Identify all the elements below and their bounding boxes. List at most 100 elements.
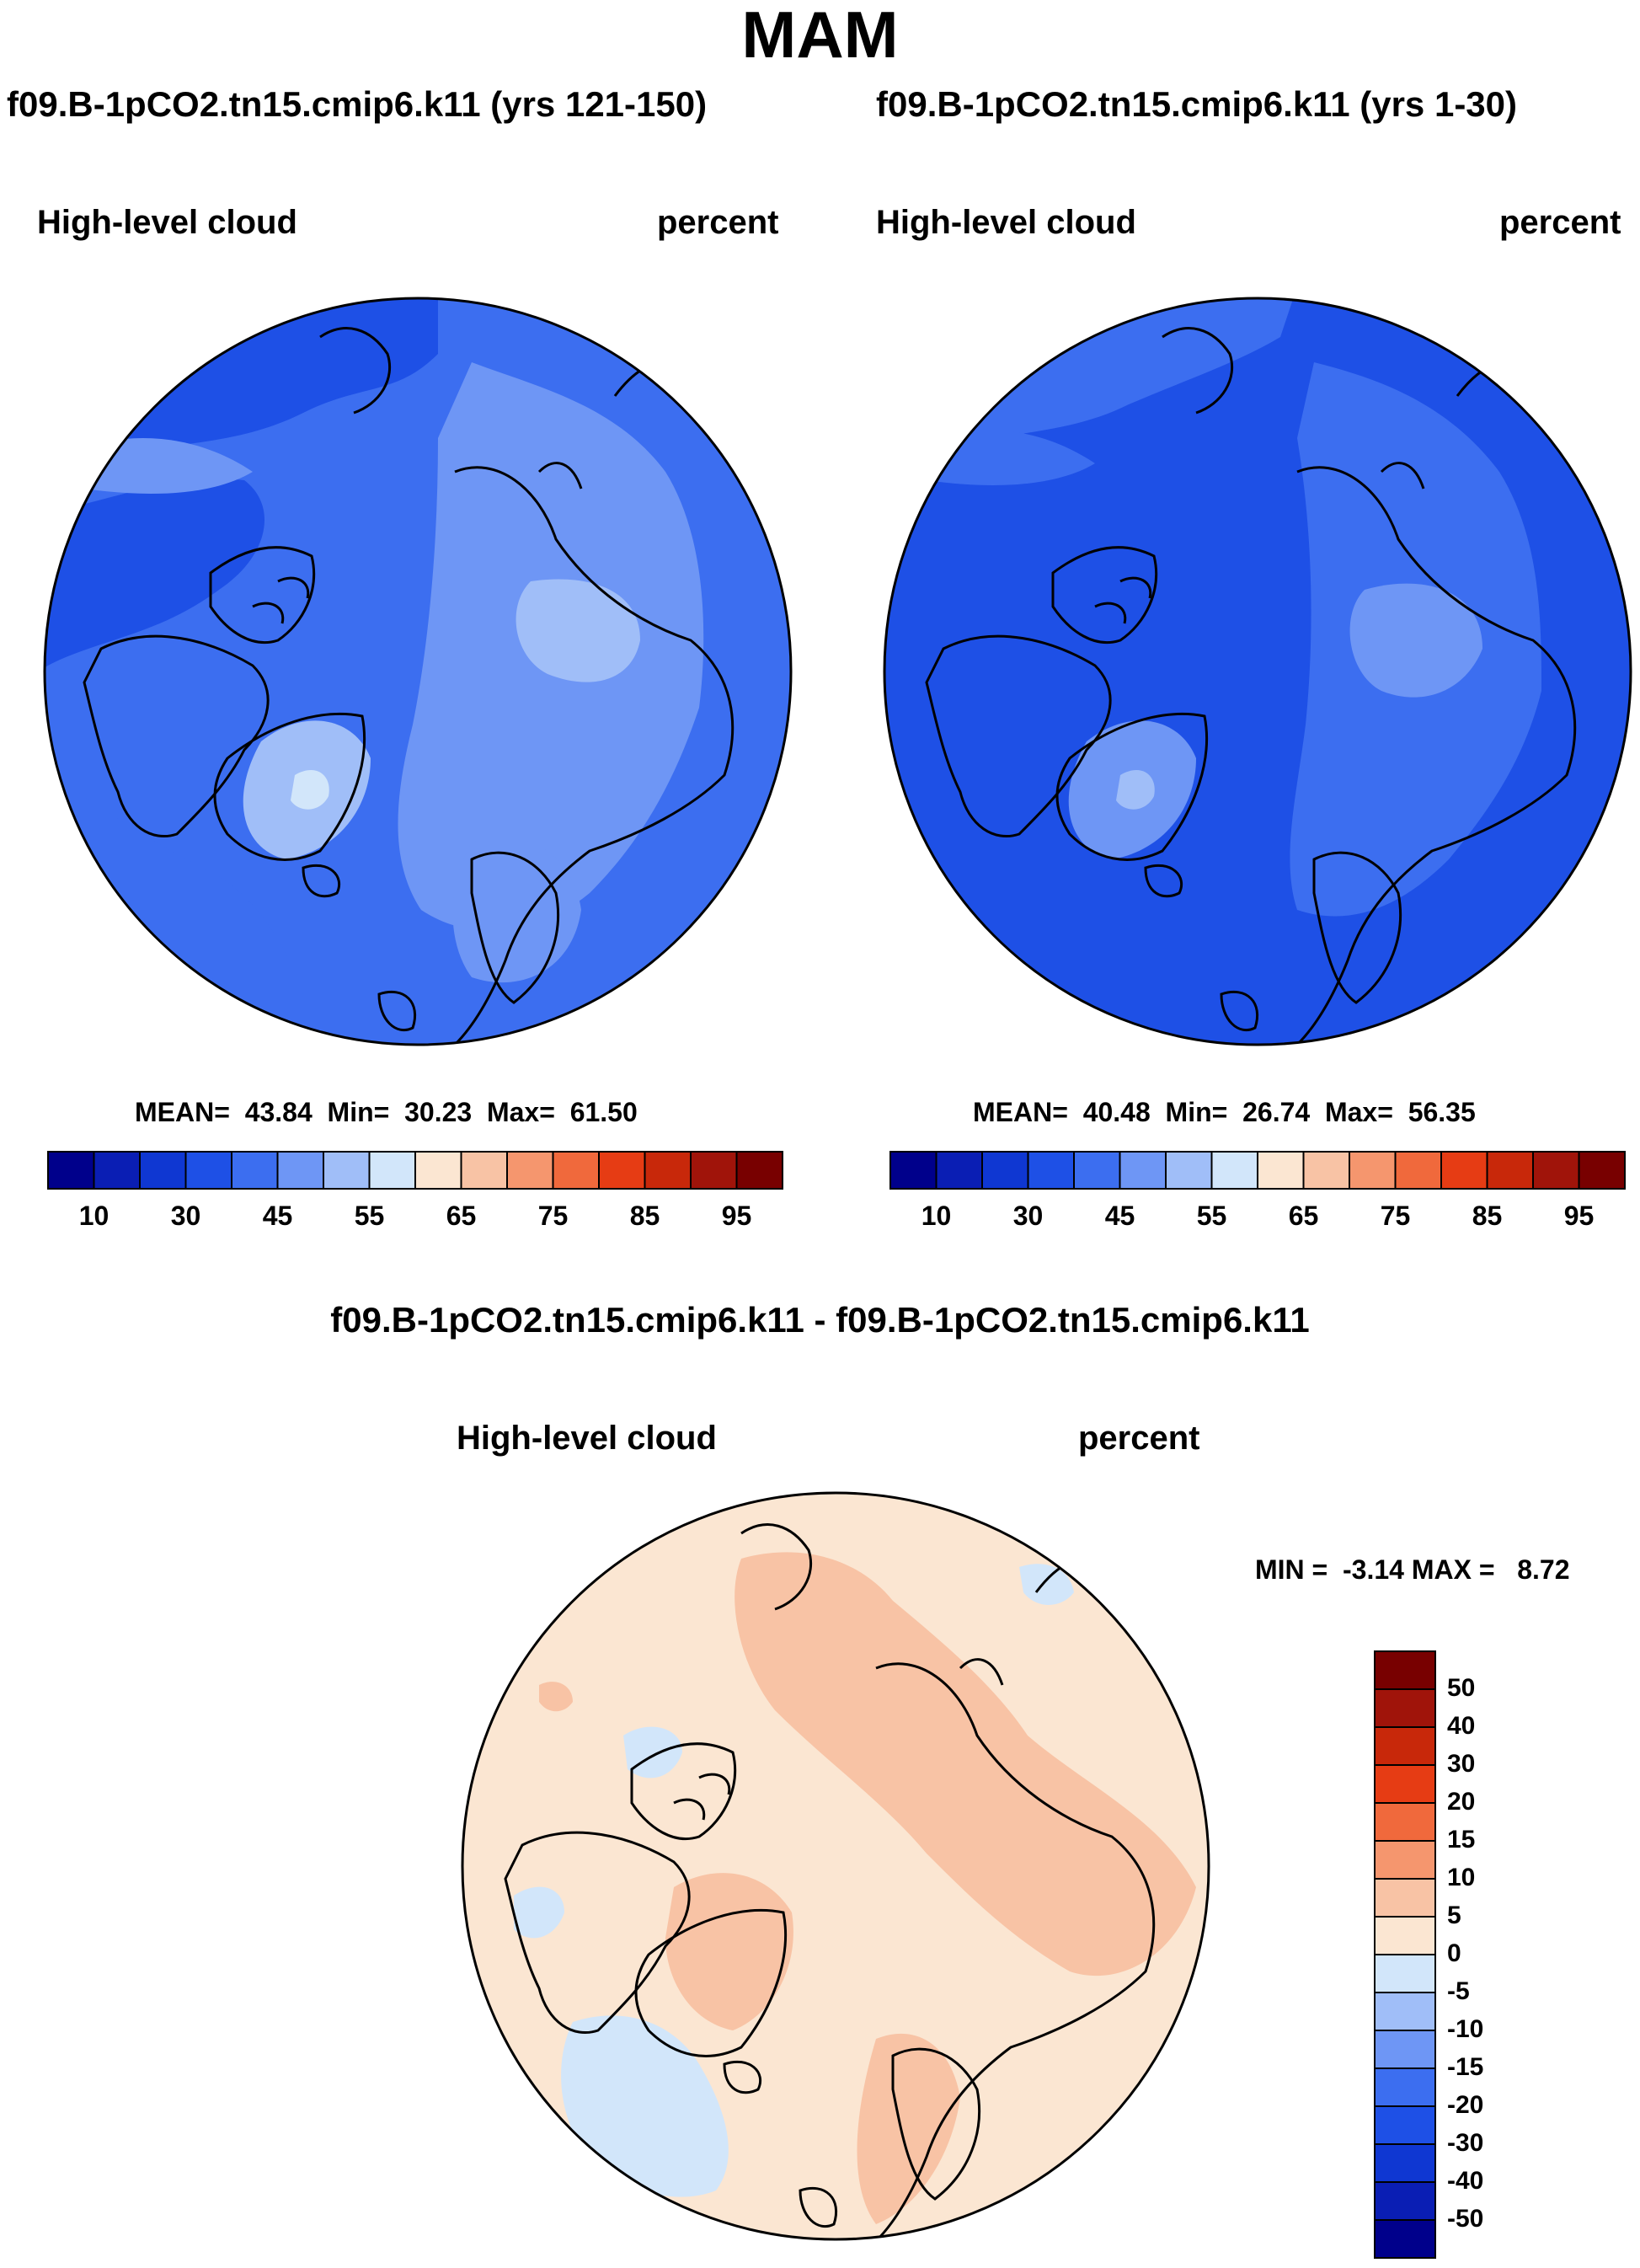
colorbar-left-tick-label: 10 bbox=[78, 1201, 110, 1231]
right-stats: MEAN= 40.48 Min= 26.74 Max= 56.35 bbox=[973, 1097, 1476, 1127]
colorbar-left bbox=[47, 1151, 783, 1190]
colorbar-left-swatch bbox=[414, 1151, 462, 1190]
colorbar-diff-tick-label: 10 bbox=[1447, 1864, 1476, 1891]
colorbar-right-swatch bbox=[1210, 1151, 1258, 1190]
colorbar-left-swatch bbox=[276, 1151, 324, 1190]
colorbar-right-swatch bbox=[889, 1151, 938, 1190]
map-right-boundary bbox=[883, 297, 1632, 1046]
map-left-lighter-patch-siberia bbox=[516, 579, 640, 682]
figure-title: MAM bbox=[741, 0, 899, 72]
colorbar-diff-tick-label: -20 bbox=[1447, 2091, 1484, 2119]
colorbar-right-tick-label: 30 bbox=[1012, 1201, 1044, 1231]
colorbar-diff bbox=[1374, 1650, 1436, 2259]
colorbar-left-swatch bbox=[323, 1151, 371, 1190]
colorbar-left-swatch bbox=[93, 1151, 141, 1190]
colorbar-diff-tick-label: 40 bbox=[1447, 1712, 1476, 1740]
map-diff-negative-patch-north bbox=[1019, 1564, 1074, 1605]
colorbar-right-swatch bbox=[935, 1151, 983, 1190]
map-diff-positive-region-greenland bbox=[665, 1873, 793, 2030]
colorbar-right-swatch bbox=[1073, 1151, 1121, 1190]
colorbar-diff-swatch bbox=[1374, 1650, 1436, 1690]
left-case-title: f09.B-1pCO2.tn15.cmip6.k11 (yrs 121-150) bbox=[7, 84, 708, 124]
right-units-label: percent bbox=[1499, 204, 1621, 241]
map-right-mid-band-pacific bbox=[927, 430, 1095, 485]
colorbar-diff-tick-label: -40 bbox=[1447, 2167, 1484, 2195]
diff-case-title: f09.B-1pCO2.tn15.cmip6.k11 - f09.B-1pCO2… bbox=[330, 1300, 1310, 1340]
colorbar-right-swatch bbox=[1165, 1151, 1213, 1190]
colorbar-left-swatch bbox=[644, 1151, 692, 1190]
colorbar-left-tick-label: 30 bbox=[170, 1201, 201, 1231]
map-diff-negative-patch-alaska bbox=[514, 1886, 564, 1939]
colorbar-diff-tick-label: -30 bbox=[1447, 2129, 1484, 2157]
left-variable-label: High-level cloud bbox=[37, 204, 297, 241]
colorbar-diff-swatch bbox=[1374, 2067, 1436, 2107]
colorbar-left-tick-label: 55 bbox=[354, 1201, 385, 1231]
colorbar-left-tick-label: 85 bbox=[629, 1201, 660, 1231]
map-left-boundary bbox=[43, 297, 793, 1046]
colorbar-left-tick-label: 95 bbox=[721, 1201, 752, 1231]
colorbar-diff-swatch bbox=[1374, 1992, 1436, 2031]
map-diff-negative-region-atlantic bbox=[561, 2015, 729, 2197]
colorbar-right-tick-label: 85 bbox=[1472, 1201, 1503, 1231]
colorbar-left-swatch bbox=[460, 1151, 508, 1190]
map-right-coastlines bbox=[925, 327, 1577, 1045]
map-left-coastlines bbox=[83, 327, 735, 1045]
diff-stats: MIN = -3.14 MAX = 8.72 bbox=[1255, 1554, 1570, 1585]
colorbar-left-swatch bbox=[735, 1151, 783, 1190]
colorbar-right-tick-label: 55 bbox=[1196, 1201, 1227, 1231]
diff-variable-label: High-level cloud bbox=[457, 1420, 717, 1457]
colorbar-right-tick-label: 95 bbox=[1563, 1201, 1595, 1231]
colorbar-right-tick-label: 10 bbox=[921, 1201, 952, 1231]
colorbar-left-swatch bbox=[506, 1151, 554, 1190]
colorbar-right-swatch bbox=[1532, 1151, 1580, 1190]
colorbar-diff-swatch bbox=[1374, 2105, 1436, 2145]
colorbar-diff-tick-label: -10 bbox=[1447, 2015, 1484, 2043]
colorbar-right-tick-label: 45 bbox=[1104, 1201, 1135, 1231]
colorbar-left-swatch bbox=[690, 1151, 738, 1190]
colorbar-right-swatch bbox=[1578, 1151, 1626, 1190]
colorbar-right-swatch bbox=[1486, 1151, 1534, 1190]
map-diff-positive-region-siberia bbox=[735, 1552, 1196, 1976]
right-case-title: f09.B-1pCO2.tn15.cmip6.k11 (yrs 1-30) bbox=[876, 84, 1518, 124]
colorbar-left-swatch bbox=[47, 1151, 95, 1190]
colorbar-diff-swatch bbox=[1374, 1802, 1436, 1842]
colorbar-diff-tick-label: 50 bbox=[1447, 1674, 1476, 1702]
colorbar-right-swatch bbox=[1257, 1151, 1305, 1190]
colorbar-diff-swatch bbox=[1374, 2030, 1436, 2069]
colorbar-diff-tick-label: -15 bbox=[1447, 2053, 1484, 2081]
colorbar-left-swatch bbox=[139, 1151, 187, 1190]
colorbar-right-tick-label: 65 bbox=[1288, 1201, 1319, 1231]
colorbar-diff-tick-label: 30 bbox=[1447, 1750, 1476, 1778]
colorbar-left-swatch bbox=[231, 1151, 279, 1190]
colorbar-right-swatch bbox=[1349, 1151, 1397, 1190]
colorbar-left-tick-label: 75 bbox=[537, 1201, 569, 1231]
map-diff-positive-patch-west bbox=[539, 1682, 573, 1712]
colorbar-diff-swatch bbox=[1374, 1764, 1436, 1804]
map-left bbox=[43, 297, 793, 1046]
colorbar-diff-swatch bbox=[1374, 1916, 1436, 1955]
colorbar-diff-tick-label: -5 bbox=[1447, 1977, 1470, 2005]
map-diff-boundary bbox=[461, 1491, 1210, 2241]
map-right-lighter-patch-greenland bbox=[1116, 770, 1155, 810]
colorbar-right-swatch bbox=[1440, 1151, 1488, 1190]
colorbar-left-swatch bbox=[552, 1151, 600, 1190]
colorbar-diff-swatch bbox=[1374, 1726, 1436, 1766]
map-diff bbox=[461, 1491, 1210, 2241]
colorbar-diff-swatch bbox=[1374, 2181, 1436, 2221]
colorbar-diff-swatch bbox=[1374, 1878, 1436, 1918]
diff-units-label: percent bbox=[1078, 1420, 1200, 1457]
map-left-lightest-patch-greenland bbox=[291, 770, 329, 810]
colorbar-right bbox=[889, 1151, 1626, 1190]
colorbar-diff-tick-label: 15 bbox=[1447, 1826, 1476, 1853]
colorbar-right-swatch bbox=[1027, 1151, 1075, 1190]
colorbar-left-tick-label: 65 bbox=[446, 1201, 477, 1231]
map-left-light-patch-scandinavia bbox=[452, 837, 581, 983]
colorbar-diff-tick-label: 0 bbox=[1447, 1939, 1461, 1967]
map-left-light-band-pacific bbox=[84, 438, 253, 494]
colorbar-diff-swatch bbox=[1374, 1954, 1436, 1993]
colorbar-diff-swatch bbox=[1374, 2143, 1436, 2183]
colorbar-diff-tick-label: -50 bbox=[1447, 2205, 1484, 2233]
left-units-label: percent bbox=[657, 204, 779, 241]
colorbar-diff-swatch bbox=[1374, 2219, 1436, 2259]
